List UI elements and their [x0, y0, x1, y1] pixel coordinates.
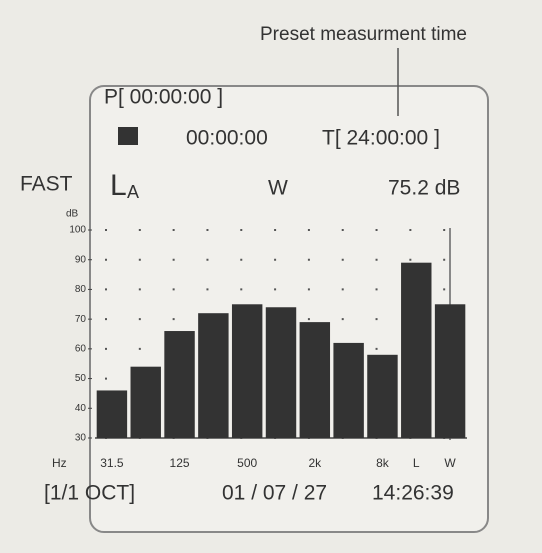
status-icon [118, 127, 138, 145]
level: 75.2 dB [388, 177, 460, 200]
bar [130, 366, 161, 438]
y-tick-label: 40 [75, 403, 87, 414]
y-tick-label: 70 [75, 314, 87, 325]
bar [299, 322, 331, 438]
bar [367, 354, 398, 438]
y-tick-label: 50 [75, 373, 87, 384]
x-tick-label: 31.5 [100, 456, 124, 470]
quantity: L [110, 169, 127, 202]
x-tick-label: 8k [376, 456, 390, 470]
bar [434, 304, 466, 438]
bar [198, 313, 229, 438]
band-setting: [1/1 OCT] [44, 482, 135, 505]
preset-time: P[ 00:00:00 ] [104, 86, 223, 109]
y-tick-label: 100 [69, 225, 86, 236]
response: FAST [20, 173, 73, 196]
bar [231, 304, 263, 438]
clock: 14:26:39 [372, 482, 454, 505]
x-tick-label: 500 [237, 456, 257, 470]
x-tick-label: L [413, 456, 420, 470]
bar [265, 307, 297, 438]
y-tick-label: 80 [75, 284, 87, 295]
y-tick-label: 90 [75, 254, 87, 265]
bar [401, 262, 432, 438]
bar [164, 331, 195, 438]
weighting: A [127, 182, 139, 202]
timer: T[ 24:00:00 ] [322, 127, 440, 150]
x-tick-label: W [444, 456, 456, 470]
bar [333, 342, 364, 438]
x-tick-label: 125 [170, 456, 190, 470]
elapsed-time: 00:00:00 [186, 127, 268, 150]
x-axis-label: Hz [52, 456, 67, 470]
y-tick-label: 30 [75, 433, 87, 444]
y-tick-label: 60 [75, 343, 87, 354]
date: 01 / 07 / 27 [222, 482, 327, 505]
bar [96, 390, 128, 438]
x-tick-label: 2k [308, 456, 322, 470]
annotation: Preset measurment time [260, 24, 467, 45]
y-axis-label: dB [66, 209, 79, 220]
band-mode: W [268, 177, 288, 200]
